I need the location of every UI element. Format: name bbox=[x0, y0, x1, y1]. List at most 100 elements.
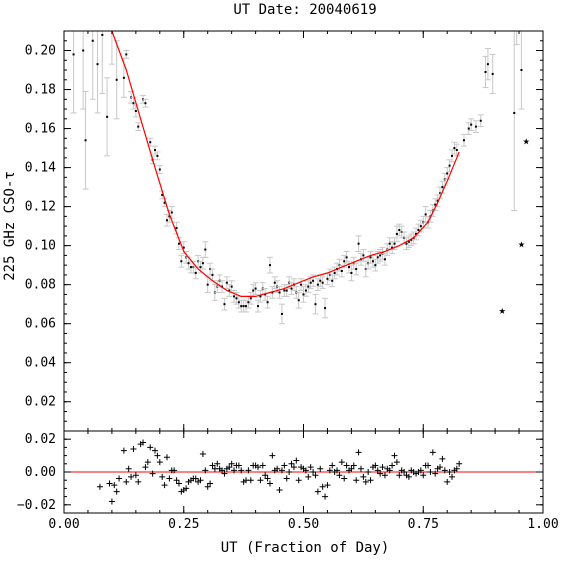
point-marker bbox=[302, 293, 305, 296]
main-panel: ★ ★ ★ 0.02 0.04 0.06 0.08 0.10 0.12 0.14 0.16 0.18 0… bbox=[25, 24, 544, 432]
residual-point bbox=[326, 467, 333, 474]
point-marker bbox=[434, 203, 437, 206]
y-tick-label: 0.20 bbox=[25, 44, 56, 59]
point-marker bbox=[486, 63, 489, 66]
point-marker bbox=[369, 256, 372, 259]
residual-point bbox=[149, 470, 156, 477]
residual-point bbox=[166, 475, 173, 482]
residual-point bbox=[199, 450, 206, 457]
y-tick-label: 0.02 bbox=[25, 395, 56, 410]
residual-point bbox=[405, 473, 412, 480]
residual-point bbox=[264, 475, 271, 482]
residual-point bbox=[432, 470, 439, 477]
data-point bbox=[314, 278, 321, 292]
residual-point bbox=[336, 472, 343, 479]
point-marker bbox=[455, 149, 458, 152]
x-axis-title: UT (Fraction of Day) bbox=[221, 540, 390, 556]
point-marker bbox=[371, 260, 374, 263]
residual-point bbox=[290, 464, 297, 471]
residual-point bbox=[221, 470, 228, 477]
residual-point bbox=[393, 459, 400, 466]
point-marker bbox=[96, 63, 99, 66]
residual-point bbox=[425, 462, 432, 469]
point-marker bbox=[242, 305, 245, 308]
point-marker bbox=[307, 285, 310, 288]
point-marker bbox=[300, 283, 303, 286]
data-point bbox=[113, 40, 120, 120]
residual-point bbox=[142, 464, 149, 471]
point-marker bbox=[177, 242, 180, 245]
data-point bbox=[518, 31, 525, 110]
residual-point bbox=[439, 455, 446, 462]
residual-point bbox=[348, 465, 355, 472]
residual-point bbox=[288, 460, 295, 467]
data-point bbox=[89, 31, 96, 100]
residual-point bbox=[125, 465, 132, 472]
point-marker bbox=[72, 53, 75, 56]
point-marker bbox=[379, 254, 382, 257]
point-marker bbox=[304, 289, 307, 292]
residual-point bbox=[140, 439, 147, 446]
data-point bbox=[453, 143, 460, 157]
residual-point bbox=[254, 464, 261, 471]
data-point bbox=[264, 295, 271, 309]
residual-point bbox=[171, 467, 178, 474]
residual-point bbox=[123, 478, 130, 485]
data-point bbox=[154, 151, 161, 161]
data-point bbox=[355, 235, 362, 252]
residual-point bbox=[355, 449, 362, 456]
data-point bbox=[221, 297, 228, 311]
residual-panel: 0.00 0.25 0.50 0.75 1.00 −0.02 0.00 0.02 bbox=[17, 430, 559, 532]
residual-point bbox=[353, 477, 360, 484]
residual-point bbox=[228, 460, 235, 467]
point-marker bbox=[161, 193, 164, 196]
data-point bbox=[472, 120, 479, 133]
residual-point bbox=[113, 488, 120, 495]
outlier-star: ★ bbox=[499, 303, 506, 317]
data-point bbox=[142, 98, 149, 108]
residual-point bbox=[367, 477, 374, 484]
residual-point bbox=[262, 472, 269, 479]
residual-point bbox=[372, 462, 379, 469]
outlier-star: ★ bbox=[518, 237, 525, 251]
point-marker bbox=[516, 24, 518, 26]
residual-point bbox=[192, 475, 199, 482]
point-marker bbox=[182, 246, 185, 249]
point-marker bbox=[441, 186, 444, 189]
point-marker bbox=[278, 291, 281, 294]
residual-point bbox=[377, 470, 384, 477]
residual-point bbox=[286, 469, 293, 475]
data-point bbox=[288, 282, 295, 295]
y-tick-label: 0.08 bbox=[25, 278, 56, 293]
point-marker bbox=[175, 227, 178, 230]
data-point bbox=[163, 213, 170, 227]
point-marker bbox=[343, 260, 346, 263]
point-marker bbox=[249, 297, 252, 300]
point-marker bbox=[355, 268, 358, 271]
y-tick-label: 0.00 bbox=[25, 465, 56, 480]
data-point bbox=[276, 286, 283, 299]
point-marker bbox=[194, 271, 197, 274]
point-marker bbox=[333, 271, 336, 274]
residual-point bbox=[257, 477, 264, 484]
data-point bbox=[123, 50, 130, 59]
residual-point bbox=[305, 473, 312, 480]
residual-point bbox=[374, 467, 381, 474]
residual-point bbox=[319, 483, 326, 490]
y-tick-label: 0.06 bbox=[25, 317, 56, 332]
point-marker bbox=[201, 262, 204, 265]
point-marker bbox=[82, 49, 85, 52]
point-marker bbox=[462, 139, 465, 142]
point-marker bbox=[350, 271, 353, 274]
data-point bbox=[322, 297, 329, 319]
point-marker bbox=[111, 24, 113, 26]
point-marker bbox=[309, 281, 312, 284]
chart-title: UT Date: 20040619 bbox=[233, 2, 376, 18]
residual-point bbox=[357, 465, 364, 472]
point-marker bbox=[206, 283, 209, 286]
point-marker bbox=[204, 248, 207, 251]
residual-point bbox=[108, 498, 115, 505]
point-marker bbox=[297, 299, 300, 302]
residual-point bbox=[329, 462, 336, 469]
